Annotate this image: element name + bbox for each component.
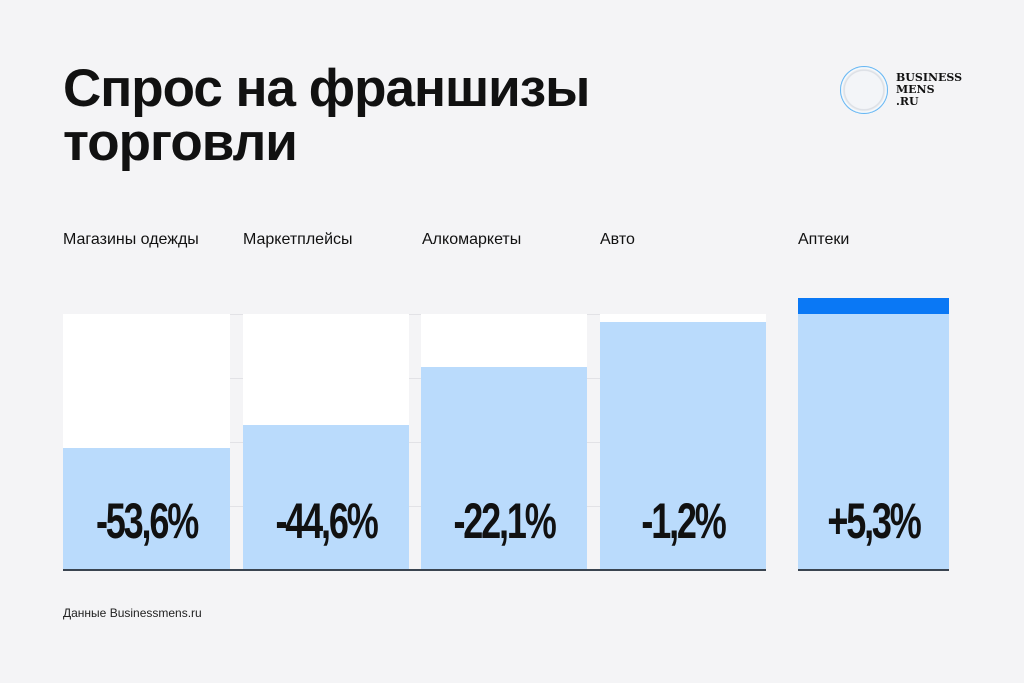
bar: [63, 448, 230, 570]
bar-value: -53,6%: [95, 493, 199, 549]
bar-track: -53,6%: [63, 314, 230, 570]
logo-line-2: MENS: [896, 83, 935, 96]
category-label: Аптеки: [798, 231, 850, 248]
bar-track: -22,1%: [421, 314, 587, 570]
bar-value: -22,1%: [453, 493, 556, 549]
title-line-2: торговли: [63, 113, 298, 172]
logo-line-3: .RU: [896, 95, 919, 108]
logo-text: BUSINESS MENS .RU: [896, 72, 962, 108]
gridline: [63, 314, 766, 315]
bar-growth-cap: [798, 298, 949, 314]
source-note: Данные Businessmens.ru: [63, 606, 202, 620]
logo: BUSINESS MENS .RU: [840, 66, 962, 114]
bar-value: -44,6%: [275, 493, 378, 549]
bar: [421, 367, 587, 570]
title-line-1: Спрос на франшизы: [63, 59, 590, 118]
gridline: [63, 506, 766, 507]
bar: [600, 322, 766, 570]
category-label: Магазины одежды: [63, 231, 199, 248]
logo-line-1: BUSINESS: [896, 71, 963, 84]
bar-track: -44,6%: [243, 314, 409, 570]
bar-track: -1,2%: [600, 314, 766, 570]
page-title: Спрос на франшизы торговли: [63, 59, 590, 172]
gridline: [63, 442, 766, 443]
bar-track: +5,3%: [798, 298, 949, 570]
gear-icon: [840, 66, 888, 114]
gridline: [63, 378, 766, 379]
bar: [243, 425, 409, 570]
category-label: Алкомаркеты: [422, 231, 522, 248]
category-label: Авто: [600, 231, 635, 248]
baseline: [798, 569, 949, 571]
category-label: Маркетплейсы: [243, 231, 353, 248]
bar-value: +5,3%: [827, 493, 921, 549]
bar-value: -1,2%: [641, 493, 726, 549]
baseline: [63, 569, 766, 571]
